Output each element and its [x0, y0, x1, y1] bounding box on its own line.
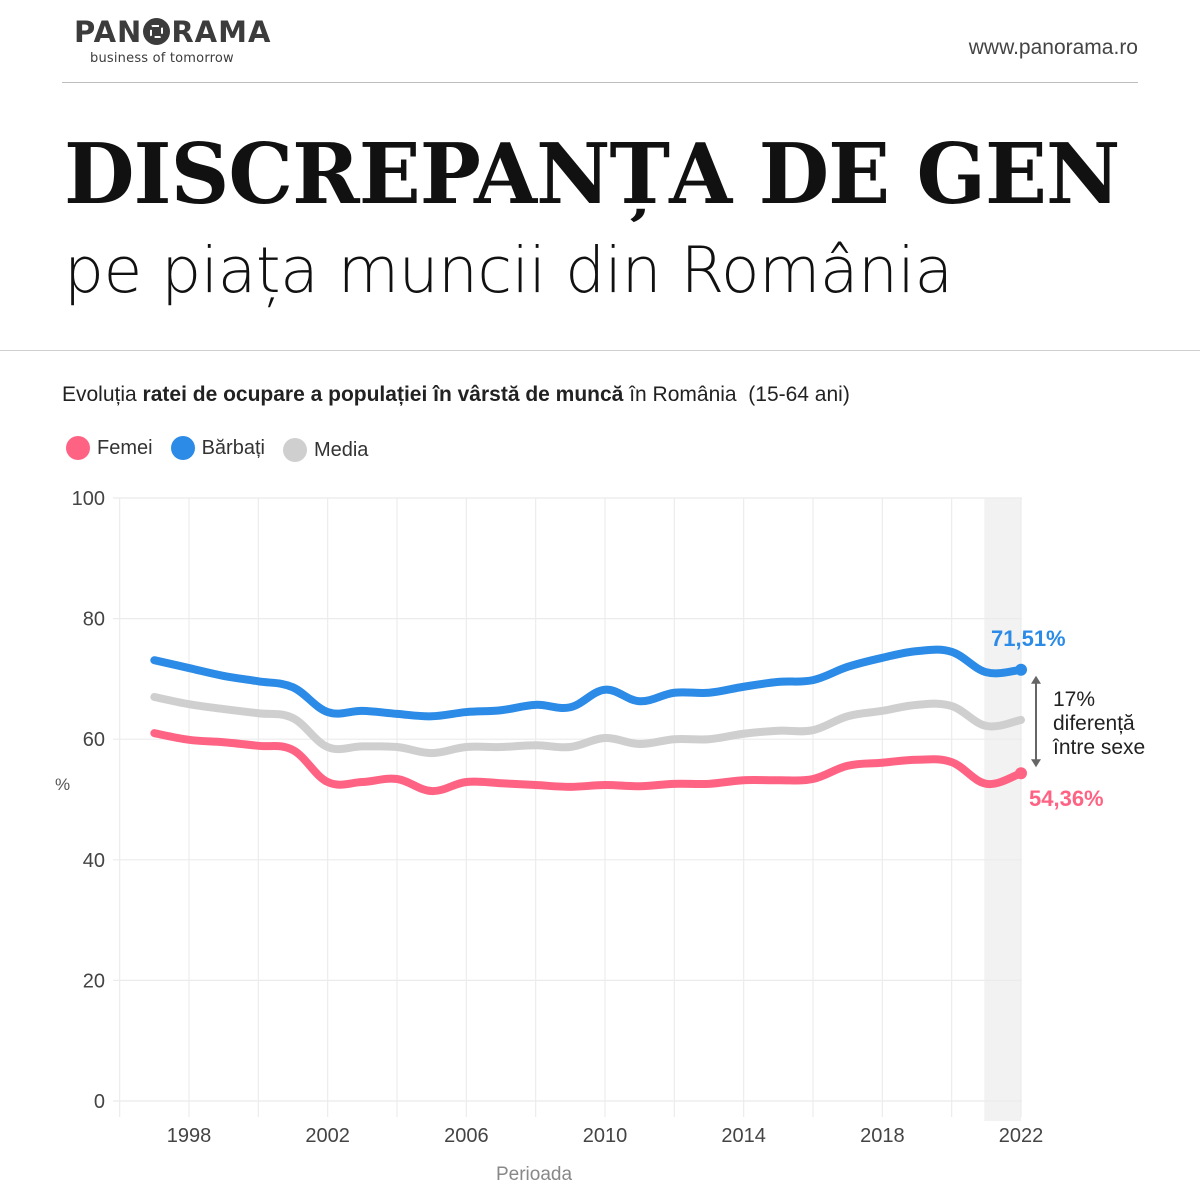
- logo-text-left: PAN: [74, 15, 143, 49]
- line-chart: 0 20 40 60 80 100 1998 2002 2006 2010 2014 2018 202…: [55, 488, 1145, 1185]
- legend-label: Bărbați: [201, 436, 265, 459]
- logo-o-icon: [143, 18, 171, 45]
- chart-legend: Femei Bărbați Media: [66, 434, 386, 462]
- series-line-media: [150, 692, 1025, 758]
- arrow-down-icon: [1031, 759, 1041, 768]
- x-tick-label: 2022: [999, 1125, 1044, 1147]
- y-tick-label: 40: [83, 850, 105, 872]
- x-tick-label: 2002: [305, 1125, 350, 1147]
- website-link[interactable]: www.panorama.ro: [968, 36, 1138, 59]
- chart-title-part-bold: ratei de ocupare a populației în vârstă …: [142, 383, 624, 406]
- x-tick-label: 2014: [721, 1125, 766, 1147]
- y-axis-label: %: [55, 775, 70, 794]
- legend-dot-icon: [66, 436, 90, 460]
- chart-title: Evoluția ratei de ocupare a populației î…: [62, 383, 850, 407]
- arrow-up-icon: [1031, 675, 1041, 684]
- end-point-barbati: [1015, 663, 1027, 676]
- legend-item-media[interactable]: Media: [282, 438, 369, 462]
- x-tick-label: 2018: [860, 1125, 905, 1147]
- logo-wordmark: PAN RAMA: [74, 14, 271, 50]
- y-tick-label: 0: [94, 1091, 105, 1113]
- legend-dot-icon: [170, 436, 195, 460]
- x-tick-label: 1998: [167, 1125, 212, 1147]
- y-tick-label: 60: [83, 729, 105, 751]
- chart-title-part: Evoluția: [62, 383, 143, 406]
- legend-dot-icon: [282, 438, 307, 462]
- gap-annotation-text: 17%: [1053, 688, 1095, 711]
- legend-item-femei[interactable]: Femei: [66, 434, 153, 462]
- logo-tagline: business of tomorrow: [90, 51, 234, 66]
- y-tick-label: 80: [83, 609, 105, 631]
- y-tick-label: 100: [72, 488, 105, 510]
- headline-title: DISCREPANȚA DE GEN: [64, 125, 1120, 223]
- x-tick-label: 2006: [444, 1125, 489, 1147]
- gap-annotation-text: între sexe: [1052, 736, 1145, 759]
- highlight-band: [984, 498, 1021, 1121]
- end-point-femei: [1015, 767, 1027, 780]
- y-tick-label: 20: [83, 970, 105, 992]
- series-line-barbati: [150, 645, 1025, 721]
- end-value-label-femei: 54,36%: [1029, 786, 1104, 811]
- gap-annotation-text: diferență: [1053, 712, 1135, 735]
- series-line-femei: [150, 729, 1025, 796]
- x-tick-label: 2010: [583, 1125, 628, 1147]
- logo-text-right: RAMA: [171, 15, 272, 49]
- chart-title-part: în România (15-64 ani): [623, 383, 850, 406]
- panorama-logo: PAN RAMA business of tomorrow: [74, 14, 271, 66]
- end-value-label-barbati: 71,51%: [991, 626, 1066, 651]
- x-axis-label: Perioada: [496, 1164, 572, 1185]
- section-divider: [0, 350, 1200, 351]
- legend-item-barbati[interactable]: Bărbați: [170, 434, 265, 462]
- header-divider: [62, 82, 1138, 83]
- legend-label: Femei: [97, 436, 153, 459]
- headline-subtitle: pe piața muncii din România: [64, 234, 953, 307]
- legend-label: Media: [313, 438, 369, 461]
